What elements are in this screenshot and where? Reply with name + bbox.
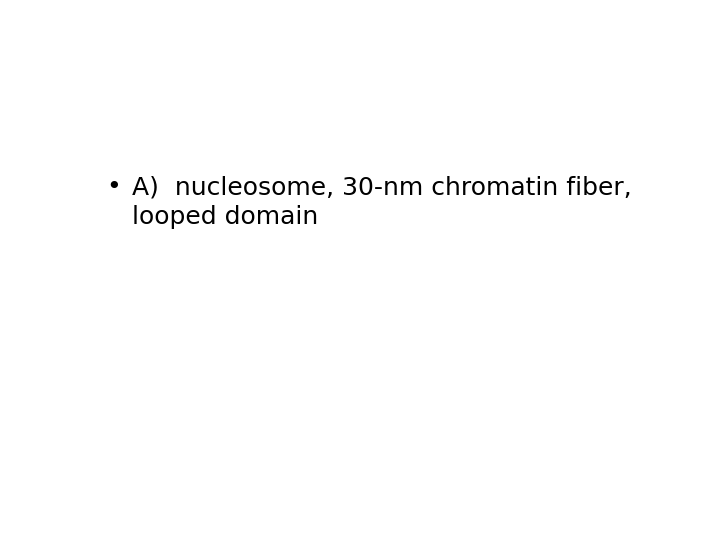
Text: •: • xyxy=(106,176,121,199)
Text: looped domain: looped domain xyxy=(132,205,318,228)
Text: A)  nucleosome, 30-nm chromatin fiber,: A) nucleosome, 30-nm chromatin fiber, xyxy=(132,176,631,199)
